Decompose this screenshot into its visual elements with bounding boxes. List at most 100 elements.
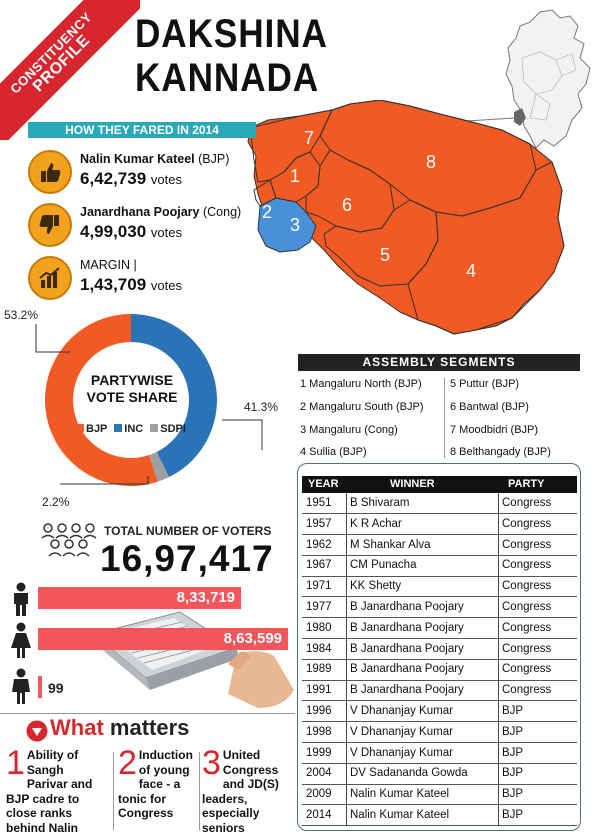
header-party: PARTY	[508, 478, 545, 490]
segment-item-2: 2 Mangaluru South (BJP)	[300, 401, 424, 413]
row-year: 1951	[306, 497, 332, 509]
margin-votes-value: 1,43,709	[80, 275, 147, 294]
row-winner: B Janardhana Poojary	[350, 684, 464, 697]
male-voters-bar: 8,33,719	[38, 587, 241, 609]
karnataka-locator-map	[505, 9, 591, 149]
runner-up-votes: 4,99,030 votes	[80, 222, 182, 242]
row-party: BJP	[502, 746, 524, 759]
segment-3-number: 3	[290, 215, 300, 235]
thumbs-up-icon	[28, 150, 72, 194]
female-voters-bar: 8,63,599	[38, 628, 288, 650]
vote-share-title: PARTYWISE VOTE SHARE	[72, 372, 192, 406]
row-year: 1991	[306, 684, 332, 697]
row-party: Congress	[502, 497, 552, 509]
voters-total: 16,97,417	[100, 538, 274, 579]
legend-inc: INC	[124, 423, 144, 435]
how-they-fared-header: HOW THEY FARED IN 2014	[28, 122, 256, 138]
runner-up-votes-value: 4,99,030	[80, 222, 147, 241]
table-row: 1977 B Janardhana Poojary Congress	[302, 598, 577, 619]
row-winner: B Janardhana Poojary	[350, 663, 464, 676]
row-winner: Nalin Kumar Kateel	[350, 788, 450, 801]
row-winner: B Shivaram	[350, 497, 410, 509]
thumbs-down-icon	[28, 203, 72, 247]
donut-slice-bjp	[45, 314, 158, 486]
page-title: DAKSHINA KANNADA	[135, 12, 328, 100]
point-divider-2	[199, 752, 200, 830]
row-winner: B Janardhana Poojary	[350, 601, 464, 613]
row-year: 1971	[306, 580, 332, 593]
winner-name: Nalin Kumar Kateel (BJP)	[80, 152, 229, 166]
runner-up-name-text: Janardhana Poojary	[80, 205, 200, 219]
table-row: 1999 V Dhananjay Kumar BJP	[302, 744, 577, 764]
row-year: 1962	[306, 538, 332, 551]
table-row: 1989 B Janardhana Poojary Congress	[302, 660, 577, 681]
segment-item-1: 1 Mangaluru North (BJP)	[300, 378, 422, 390]
row-party: Congress	[502, 538, 552, 551]
table-row: 1971 KK Shetty Congress	[302, 577, 577, 598]
row-year: 1957	[306, 517, 332, 530]
what-matters-title: What matters	[50, 715, 189, 741]
segment-2-number: 2	[262, 202, 272, 222]
row-winner: Nalin Kumar Kateel	[350, 809, 450, 821]
header-winner: WINNER	[390, 478, 435, 490]
history-table-frame	[297, 463, 581, 831]
row-winner: CM Punacha	[350, 559, 417, 572]
table-col-divider-1	[346, 493, 347, 826]
margin-block: MARGIN | 1,43,709 votes	[28, 256, 258, 302]
row-year: 1977	[306, 601, 332, 613]
row-party: Congress	[502, 559, 552, 572]
runner-up-votes-unit: votes	[150, 225, 182, 240]
row-party: Congress	[502, 580, 552, 593]
other-voters-bar-track	[38, 676, 42, 698]
people-group-icon	[41, 523, 97, 557]
donut-slice-inc	[131, 314, 217, 478]
what-matters-point-2: 2 Induction of young face - a tonic for C…	[118, 746, 196, 821]
row-year: 2009	[306, 788, 332, 801]
row-party: BJP	[502, 705, 524, 717]
header-year: YEAR	[308, 478, 339, 490]
legend-bjp: BJP	[86, 423, 108, 435]
row-party: Congress	[502, 621, 552, 634]
assembly-segments-header: ASSEMBLY SEGMENTS	[298, 354, 580, 371]
row-winner: V Dhananjay Kumar	[350, 705, 453, 717]
winner-party: (BJP)	[198, 152, 230, 166]
row-party: Congress	[502, 601, 552, 613]
row-winner: KK Shetty	[350, 580, 402, 593]
title-line2: KANNADA	[135, 56, 320, 100]
male-voters-bar-track: 8,33,719	[38, 587, 241, 609]
vote-share-title-line2: VOTE SHARE	[86, 389, 178, 405]
runner-up-name: Janardhana Poojary (Cong)	[80, 205, 241, 219]
vote-share-title-line1: PARTYWISE	[90, 372, 174, 388]
table-row: 1991 B Janardhana Poojary Congress	[302, 681, 577, 702]
row-winner: M Shankar Alva	[350, 538, 431, 551]
female-voters-bar-track: 8,63,599	[38, 628, 288, 650]
row-winner: DV Sadananda Gowda	[350, 767, 468, 780]
row-party: BJP	[502, 725, 524, 738]
segment-4-number: 4	[466, 261, 476, 281]
row-party: Congress	[502, 517, 552, 530]
table-row: 1984 B Janardhana Poojary Congress	[302, 640, 577, 660]
table-row: 1980 B Janardhana Poojary Congress	[302, 619, 577, 639]
row-party: BJP	[502, 788, 524, 801]
winner-votes-unit: votes	[150, 172, 182, 187]
row-party: Congress	[502, 663, 552, 676]
constituency-profile-ribbon: CONSTITUENCY PROFILE	[0, 0, 140, 140]
what-matters-divider	[0, 713, 295, 714]
runner-up-party: (Cong)	[202, 205, 242, 219]
bjp-share-label: 53.2%	[4, 308, 39, 322]
row-year: 1967	[306, 559, 332, 572]
down-arrow-icon	[26, 720, 48, 747]
segment-item-5: 5 Puttur (BJP)	[450, 378, 520, 390]
point-2-text: Induction of young face - a tonic for Co…	[118, 748, 193, 820]
inc-share-label: 41.3%	[244, 400, 279, 414]
segment-numbers: 7 1 8 2 3 6 5 4	[262, 128, 476, 281]
winner-name-text: Nalin Kumar Kateel	[80, 152, 195, 166]
history-table-header: YEAR WINNER PARTY	[302, 476, 577, 493]
winner-votes-value: 6,42,739	[80, 169, 147, 188]
segment-8-number: 8	[426, 152, 436, 172]
row-party: BJP	[502, 809, 524, 821]
evm-machine-image	[92, 611, 294, 708]
what-matters-title-word: What	[50, 715, 104, 740]
table-col-divider-2	[498, 493, 499, 826]
segment-item-3: 3 Mangaluru (Cong)	[300, 424, 398, 436]
